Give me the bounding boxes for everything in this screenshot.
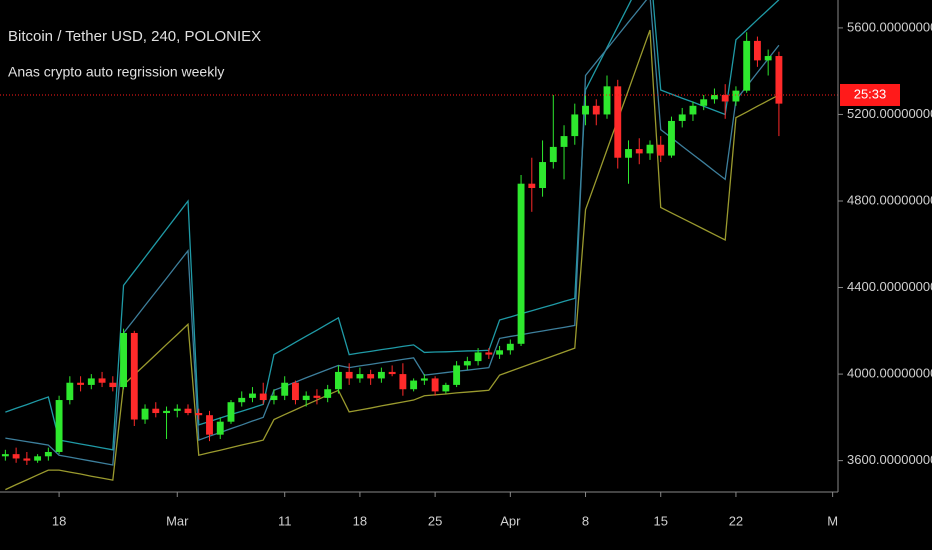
- candle-body: [12, 454, 20, 459]
- x-tick-label: 18: [353, 513, 367, 528]
- candle-body: [463, 361, 471, 366]
- candle-body: [496, 350, 504, 355]
- candle-body: [120, 332, 127, 388]
- x-tick-label: 11: [278, 513, 292, 528]
- candle-body: [517, 183, 525, 344]
- x-tick-label: 8: [582, 513, 589, 528]
- candle-body: [227, 402, 235, 422]
- candle-body: [700, 99, 708, 106]
- candle-body: [603, 86, 611, 115]
- y-tick-label: 5200.00000000: [847, 106, 932, 121]
- candle-body: [614, 86, 622, 158]
- y-tick-label: 4400.00000000: [847, 279, 932, 294]
- candle-body: [506, 343, 514, 351]
- y-tick-label: 3600.00000000: [847, 452, 932, 467]
- candle-body: [184, 408, 192, 414]
- candle-body: [721, 94, 729, 102]
- candle-body: [206, 415, 213, 435]
- candle-body: [98, 378, 106, 383]
- y-tick-label: 4000.00000000: [847, 366, 932, 381]
- candle-body: [420, 378, 428, 381]
- candle-body: [292, 382, 299, 401]
- candle-body: [453, 365, 461, 385]
- channel-line: [5, 0, 780, 466]
- candle-body: [1, 454, 9, 457]
- chart-title: Bitcoin / Tether USD, 240, POLONIEX: [8, 28, 261, 45]
- candle-body: [560, 136, 568, 147]
- candle-body: [689, 105, 697, 115]
- candle-body: [87, 378, 95, 385]
- x-tick-label: Apr: [500, 513, 521, 528]
- candle-body: [592, 105, 600, 115]
- candle-body: [485, 352, 493, 355]
- candle-body: [249, 393, 256, 398]
- candle-body: [625, 149, 632, 158]
- candle-body: [334, 371, 342, 390]
- candle-body: [270, 395, 278, 401]
- x-tick-label: 15: [653, 513, 667, 528]
- x-tick-label: 18: [52, 513, 66, 528]
- candle-body: [711, 94, 718, 100]
- candle-body: [549, 146, 557, 163]
- candle-body: [44, 451, 52, 457]
- y-tick-label: 4800.00000000: [847, 192, 932, 207]
- candle-body: [195, 413, 203, 416]
- candle-body: [259, 393, 267, 401]
- candle-body: [34, 456, 42, 461]
- candle-body: [141, 408, 149, 420]
- candle-body: [582, 105, 589, 115]
- candle-body: [324, 389, 332, 398]
- candle-body: [743, 40, 751, 91]
- candle-body: [173, 408, 181, 411]
- candle-body: [367, 374, 375, 379]
- candle-body: [678, 114, 686, 121]
- chart-subtitle: Anas crypto auto regrission weekly: [8, 64, 224, 80]
- candle-body: [646, 144, 654, 154]
- x-tick-label: Mar: [166, 513, 189, 528]
- candle-body: [55, 400, 63, 452]
- candle-body: [571, 114, 579, 137]
- candle-body: [356, 374, 364, 379]
- candle-body: [388, 371, 396, 375]
- channel-line: [5, 0, 780, 451]
- candle-body: [163, 410, 170, 414]
- candle-body: [77, 382, 85, 385]
- candle-body: [474, 352, 482, 362]
- y-tick-label: 5600.00000000: [847, 19, 932, 34]
- candle-body: [399, 374, 407, 390]
- candle-body: [216, 421, 224, 435]
- candle-body: [775, 56, 783, 104]
- candle-body: [410, 380, 418, 390]
- candle-body: [528, 183, 536, 189]
- x-tick-label: 22: [729, 513, 743, 528]
- countdown-box: [840, 83, 900, 106]
- x-tick-label: 25: [428, 513, 442, 528]
- countdown-label: 25:33: [854, 86, 887, 101]
- candle-body: [313, 395, 321, 398]
- candle-body: [732, 90, 740, 102]
- candle-body: [23, 458, 31, 461]
- candle-body: [753, 40, 761, 61]
- candle-body: [238, 397, 246, 403]
- candle-body: [442, 384, 450, 392]
- candle-body: [345, 371, 353, 379]
- candle-body: [66, 382, 74, 401]
- candle-body: [539, 162, 546, 189]
- candle-body: [130, 332, 138, 420]
- x-tick-label: M: [827, 513, 838, 528]
- candle-body: [764, 56, 772, 61]
- candle-body: [281, 382, 289, 396]
- candle-body: [302, 395, 310, 401]
- candle-body: [431, 378, 439, 392]
- candle-body: [635, 149, 643, 154]
- candle-body: [152, 408, 160, 414]
- candle-body: [109, 382, 117, 388]
- plot-area: [0, 0, 838, 491]
- candle-body: [668, 120, 675, 156]
- candle-body: [657, 144, 665, 156]
- candle-body: [377, 371, 385, 379]
